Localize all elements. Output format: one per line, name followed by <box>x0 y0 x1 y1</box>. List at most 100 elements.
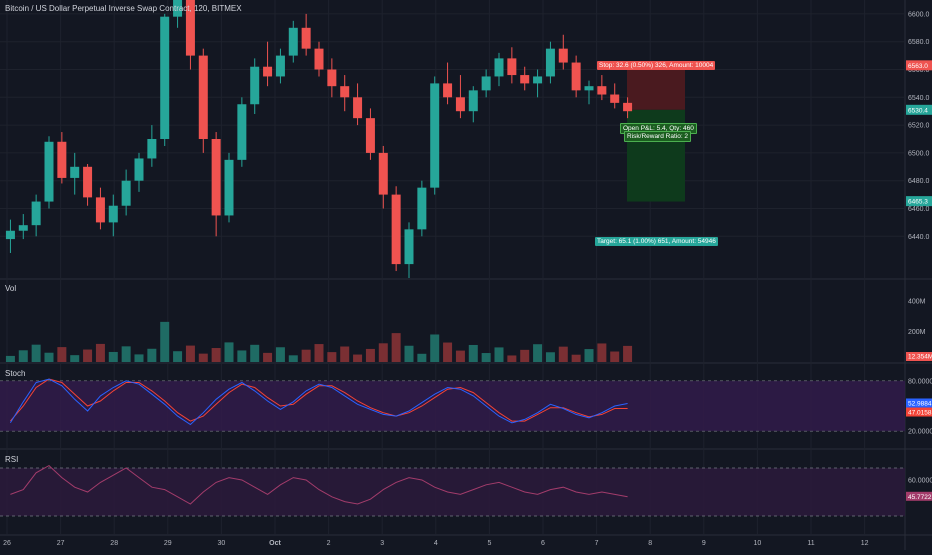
rsi-pane-title: RSI <box>5 455 19 464</box>
volume-bar <box>57 347 67 362</box>
price-tick-label: 6560.0 <box>908 67 930 74</box>
volume-bar <box>31 344 41 362</box>
stoch-pane-title: Stoch <box>5 369 26 378</box>
candle-body <box>224 159 234 216</box>
stoch-d-line <box>10 378 628 422</box>
volume-bar <box>173 351 183 362</box>
volume-bar <box>250 344 260 362</box>
price-tick-label: 6520.0 <box>908 123 930 130</box>
stop-label[interactable]: Stop: 32.6 (0.50%) 326, Amount: 10004 <box>597 61 716 70</box>
candle-body <box>198 55 208 139</box>
candle-body <box>5 230 15 240</box>
candle-body <box>83 166 93 198</box>
stoch-k-line <box>9 378 628 426</box>
candle-body <box>134 158 144 181</box>
price-tick-label: 6480.0 <box>908 178 930 185</box>
volume-bar <box>70 355 80 362</box>
x-tick-label: 30 <box>218 540 226 547</box>
candle-body <box>275 55 285 77</box>
volume-bar <box>224 342 234 362</box>
candle-body <box>57 141 67 178</box>
volume-bar <box>545 352 555 362</box>
x-tick-label: 9 <box>702 540 706 547</box>
volume-bar <box>314 344 324 362</box>
x-tick-label: 27 <box>57 540 65 547</box>
candle-body <box>95 197 105 223</box>
volume-bar <box>160 321 170 362</box>
candle-body <box>391 194 401 265</box>
candle-body <box>121 180 131 206</box>
x-tick-label: 26 <box>3 540 11 547</box>
candle-body <box>70 166 80 178</box>
candle-body <box>571 62 581 91</box>
x-tick-label: 5 <box>487 540 491 547</box>
candle-body <box>173 0 183 17</box>
volume-bar <box>584 349 594 362</box>
candle-body <box>44 141 54 202</box>
volume-tick-label: 400M <box>908 299 926 306</box>
candle-body <box>507 58 517 76</box>
candle-body <box>250 66 260 105</box>
candle-body <box>340 86 350 98</box>
candle-body <box>147 139 157 159</box>
risk-reward-label[interactable]: Risk/Reward Ratio: 2 <box>624 131 692 142</box>
volume-bar <box>533 344 543 362</box>
candle-body <box>18 225 28 231</box>
rsi-last-bg <box>906 491 932 501</box>
stop-price-tag: 6563.0 <box>908 63 928 70</box>
volume-bar <box>5 355 15 362</box>
target-price-tag-bg <box>906 196 932 207</box>
stop-price-tag-bg <box>906 60 932 71</box>
candle-body <box>237 104 247 160</box>
volume-bar <box>430 334 440 362</box>
stoch-tick-label: 20.0000 <box>908 429 932 436</box>
volume-bar <box>263 352 273 362</box>
x-tick-label: 28 <box>110 540 118 547</box>
rsi-line <box>10 464 628 505</box>
volume-bar <box>83 349 93 362</box>
x-tick-label: 8 <box>648 540 652 547</box>
volume-bar <box>365 348 375 362</box>
volume-bar <box>301 349 311 362</box>
volume-bar <box>275 347 285 362</box>
price-tick-label: 6540.0 <box>908 95 930 102</box>
candle-body <box>378 152 388 195</box>
candle-body <box>211 139 221 216</box>
volume-bar <box>481 353 491 362</box>
volume-bar <box>237 350 247 362</box>
volume-bar <box>185 345 195 362</box>
volume-bar <box>468 344 478 362</box>
candle-body <box>443 83 453 98</box>
candle-body <box>31 201 41 226</box>
candle-body <box>314 48 324 70</box>
candle-body <box>301 27 311 49</box>
price-tick-label: 6460.0 <box>908 206 930 213</box>
candle-body <box>520 75 530 84</box>
volume-bar <box>391 333 401 362</box>
price-tick-label: 6500.0 <box>908 150 930 157</box>
chart-title: Bitcoin / US Dollar Perpetual Inverse Sw… <box>5 4 242 13</box>
candle-body <box>455 97 465 112</box>
x-tick-label: 6 <box>541 540 545 547</box>
candle-body <box>597 86 607 95</box>
candle-body <box>365 118 375 153</box>
volume-bar <box>340 346 350 362</box>
stoch-d-last-label: 47.0158 <box>908 410 932 417</box>
volume-bar <box>44 352 54 362</box>
candle-body <box>468 90 478 112</box>
candle-body <box>430 83 440 188</box>
volume-bar <box>597 343 607 362</box>
volume-bar <box>378 343 388 362</box>
price-tick-label: 6580.0 <box>908 39 930 46</box>
stop-zone <box>627 65 685 110</box>
price-tick-label: 6600.0 <box>908 11 930 18</box>
rsi-tick-label: 60.0000 <box>908 478 932 485</box>
target-label[interactable]: Target: 65.1 (1.00%) 651, Amount: 54946 <box>595 237 718 246</box>
candle-body <box>108 205 118 223</box>
volume-bar <box>353 354 363 362</box>
volume-bar <box>108 351 118 362</box>
volume-bar <box>507 355 517 362</box>
volume-pane-title: Vol <box>5 284 17 293</box>
